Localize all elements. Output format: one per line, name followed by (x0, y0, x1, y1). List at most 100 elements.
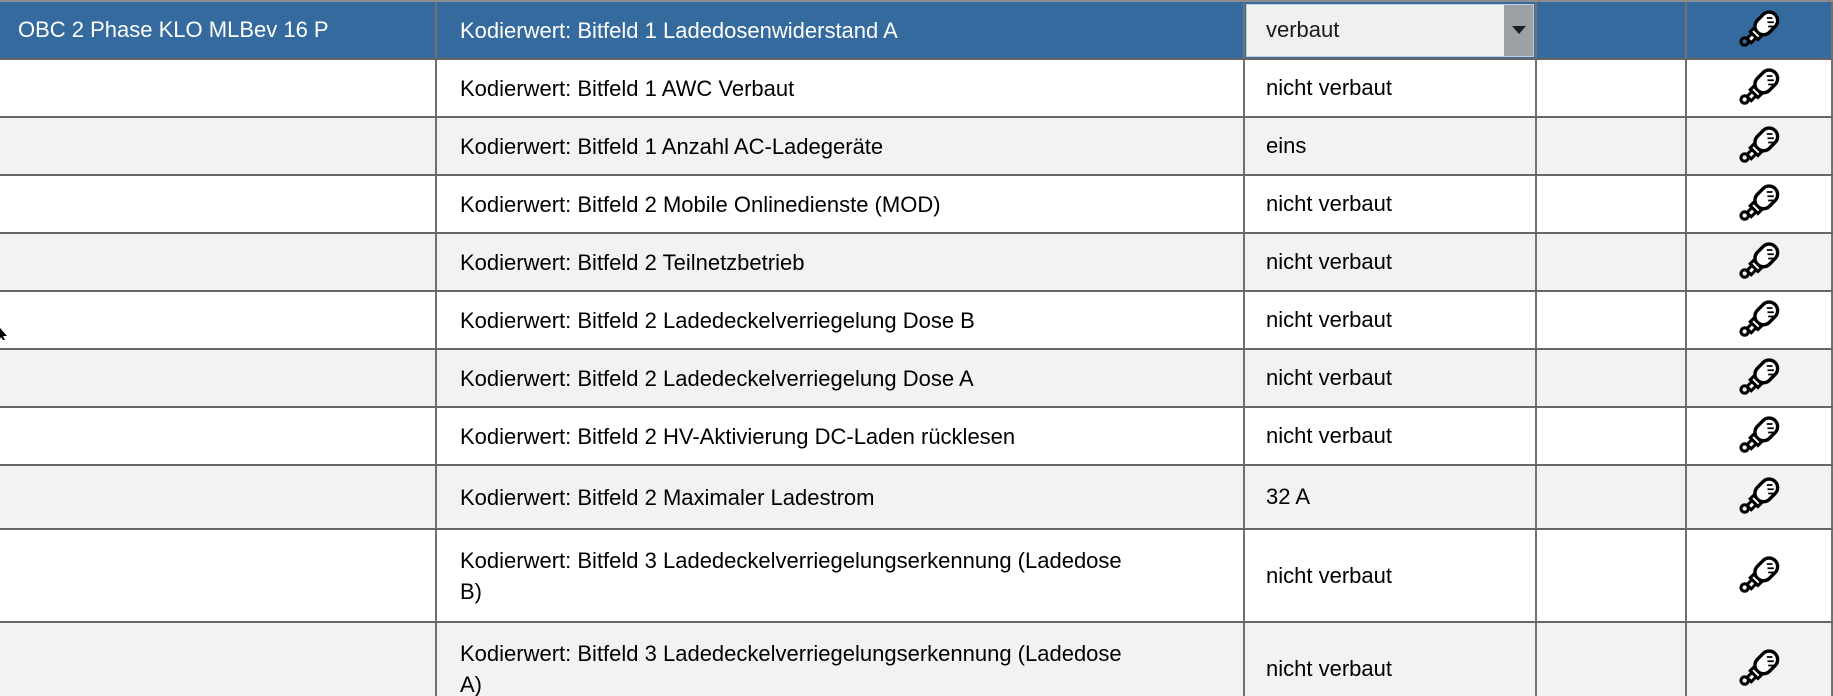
coding-label: Kodierwert: Bitfeld 3 Ladedeckelverriege… (460, 547, 1122, 604)
coding-value: 32 A (1266, 484, 1311, 509)
table-row[interactable]: Kodierwert: Bitfeld 2 Teilnetzbetrieb ni… (0, 234, 1833, 292)
coding-icon-cell (1687, 292, 1833, 348)
coding-label: Kodierwert: Bitfeld 2 Mobile Onlinediens… (460, 191, 941, 217)
coding-label: Kodierwert: Bitfeld 2 Maximaler Ladestro… (460, 484, 875, 510)
coding-label: Kodierwert: Bitfeld 3 Ladedeckelverriege… (460, 640, 1122, 696)
screwdriver-icon (1737, 552, 1781, 600)
empty-cell (1537, 466, 1687, 528)
coding-value: nicht verbaut (1266, 562, 1392, 588)
empty-cell (1537, 234, 1687, 290)
module-name-cell (0, 623, 437, 696)
coding-label: Kodierwert: Bitfeld 2 HV-Aktivierung DC-… (460, 423, 1016, 449)
coding-value: eins (1266, 133, 1307, 158)
table-row[interactable]: Kodierwert: Bitfeld 2 HV-Aktivierung DC-… (0, 408, 1833, 466)
empty-cell (1537, 408, 1687, 464)
coding-icon-cell (1687, 408, 1833, 464)
coding-icon-cell (1687, 176, 1833, 232)
coding-value: nicht verbaut (1266, 75, 1392, 100)
coding-label-cell: Kodierwert: Bitfeld 3 Ladedeckelverriege… (437, 623, 1245, 696)
screwdriver-icon (1737, 64, 1781, 112)
coding-icon-cell (1687, 2, 1833, 58)
coding-label-cell: Kodierwert: Bitfeld 3 Ladedeckelverriege… (437, 530, 1245, 621)
table-row[interactable]: Kodierwert: Bitfeld 1 AWC Verbaut nicht … (0, 60, 1833, 118)
table-row[interactable]: Kodierwert: Bitfeld 3 Ladedeckelverriege… (0, 530, 1833, 623)
screwdriver-icon (1737, 412, 1781, 460)
coding-value: nicht verbaut (1266, 423, 1392, 448)
empty-cell (1537, 60, 1687, 116)
table-row[interactable]: Kodierwert: Bitfeld 2 Ladedeckelverriege… (0, 292, 1833, 350)
table-row[interactable]: Kodierwert: Bitfeld 2 Mobile Onlinediens… (0, 176, 1833, 234)
table-row[interactable]: Kodierwert: Bitfeld 1 Anzahl AC-Ladegerä… (0, 118, 1833, 176)
coding-value-cell: nicht verbaut (1245, 234, 1537, 290)
coding-value-cell: nicht verbaut (1245, 60, 1537, 116)
coding-value: nicht verbaut (1266, 191, 1392, 216)
coding-icon-cell (1687, 234, 1833, 290)
screwdriver-icon (1737, 473, 1781, 521)
coding-label: Kodierwert: Bitfeld 2 Ladedeckelverriege… (460, 365, 974, 391)
empty-cell (1537, 118, 1687, 174)
coding-value-cell: nicht verbaut (1245, 408, 1537, 464)
table-row[interactable]: Kodierwert: Bitfeld 2 Ladedeckelverriege… (0, 350, 1833, 408)
coding-label: Kodierwert: Bitfeld 2 Ladedeckelverriege… (460, 307, 975, 333)
coding-label-cell: Kodierwert: Bitfeld 2 Teilnetzbetrieb (437, 234, 1245, 290)
module-name: OBC 2 Phase KLO MLBev 16 P (18, 17, 329, 42)
coding-label-cell: Kodierwert: Bitfeld 1 Anzahl AC-Ladegerä… (437, 118, 1245, 174)
screwdriver-icon (1737, 180, 1781, 228)
screwdriver-icon (1737, 122, 1781, 170)
coding-label-cell: Kodierwert: Bitfeld 2 Ladedeckelverriege… (437, 292, 1245, 348)
coding-label: Kodierwert: Bitfeld 1 AWC Verbaut (460, 75, 795, 101)
module-name-cell (0, 350, 437, 406)
coding-value-cell: verbaut (1245, 2, 1537, 58)
coding-value-cell: eins (1245, 118, 1537, 174)
module-name-cell (0, 530, 437, 621)
dropdown-button[interactable] (1504, 4, 1533, 56)
screwdriver-icon (1737, 6, 1781, 54)
coding-icon-cell (1687, 530, 1833, 621)
empty-cell (1537, 176, 1687, 232)
selected-option-label: verbaut (1266, 17, 1340, 42)
table-row-selected[interactable]: OBC 2 Phase KLO MLBev 16 P Kodierwert: B… (0, 2, 1833, 60)
coding-value-cell: nicht verbaut (1245, 623, 1537, 696)
module-name-cell (0, 118, 437, 174)
module-name-cell (0, 234, 437, 290)
coding-icon-cell (1687, 466, 1833, 528)
empty-cell (1537, 530, 1687, 621)
coding-value-cell: 32 A (1245, 466, 1537, 528)
coding-icon-cell (1687, 60, 1833, 116)
coding-label-cell: Kodierwert: Bitfeld 2 Mobile Onlinediens… (437, 176, 1245, 232)
empty-cell (1537, 2, 1687, 58)
screwdriver-icon (1737, 354, 1781, 402)
module-name-cell (0, 408, 437, 464)
module-name-cell (0, 292, 437, 348)
screwdriver-icon (1737, 296, 1781, 344)
coding-label-cell: Kodierwert: Bitfeld 1 AWC Verbaut (437, 60, 1245, 116)
module-name-cell (0, 60, 437, 116)
coding-label: Kodierwert: Bitfeld 1 Ladedosenwiderstan… (460, 17, 898, 43)
coding-label-cell: Kodierwert: Bitfeld 2 HV-Aktivierung DC-… (437, 408, 1245, 464)
empty-cell (1537, 623, 1687, 696)
table-row[interactable]: Kodierwert: Bitfeld 3 Ladedeckelverriege… (0, 623, 1833, 696)
screwdriver-icon (1737, 238, 1781, 286)
coding-value: nicht verbaut (1266, 307, 1392, 332)
module-name-cell (0, 466, 437, 528)
coding-value-select[interactable]: verbaut (1246, 3, 1534, 57)
coding-value-cell: nicht verbaut (1245, 530, 1537, 621)
coding-icon-cell (1687, 623, 1833, 696)
coding-icon-cell (1687, 350, 1833, 406)
coding-value: nicht verbaut (1266, 365, 1392, 390)
coding-value-cell: nicht verbaut (1245, 292, 1537, 348)
coding-value-cell: nicht verbaut (1245, 176, 1537, 232)
module-name-cell: OBC 2 Phase KLO MLBev 16 P (0, 2, 437, 58)
coding-label-cell: Kodierwert: Bitfeld 2 Maximaler Ladestro… (437, 466, 1245, 528)
empty-cell (1537, 350, 1687, 406)
coding-label-cell: Kodierwert: Bitfeld 1 Ladedosenwiderstan… (437, 2, 1245, 58)
table-row[interactable]: Kodierwert: Bitfeld 2 Maximaler Ladestro… (0, 466, 1833, 530)
chevron-down-icon (1511, 26, 1526, 34)
coding-label: Kodierwert: Bitfeld 2 Teilnetzbetrieb (460, 249, 805, 275)
coding-label: Kodierwert: Bitfeld 1 Anzahl AC-Ladegerä… (460, 133, 884, 159)
screwdriver-icon (1737, 645, 1781, 693)
mouse-cursor (0, 328, 7, 340)
coding-label-cell: Kodierwert: Bitfeld 2 Ladedeckelverriege… (437, 350, 1245, 406)
coding-value-cell: nicht verbaut (1245, 350, 1537, 406)
